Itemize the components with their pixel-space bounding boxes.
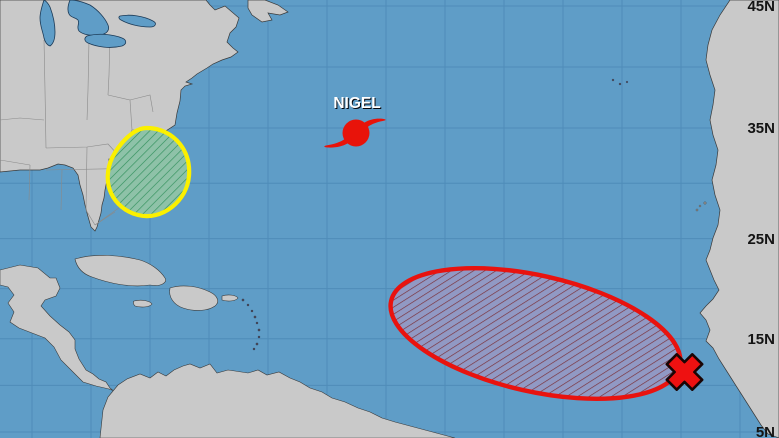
svg-text:35N: 35N xyxy=(747,120,775,137)
svg-text:5N: 5N xyxy=(756,424,775,438)
svg-text:45N: 45N xyxy=(747,0,775,15)
svg-text:25N: 25N xyxy=(747,231,775,248)
svg-text:NIGEL: NIGEL xyxy=(333,95,380,112)
svg-text:15N: 15N xyxy=(747,331,775,348)
